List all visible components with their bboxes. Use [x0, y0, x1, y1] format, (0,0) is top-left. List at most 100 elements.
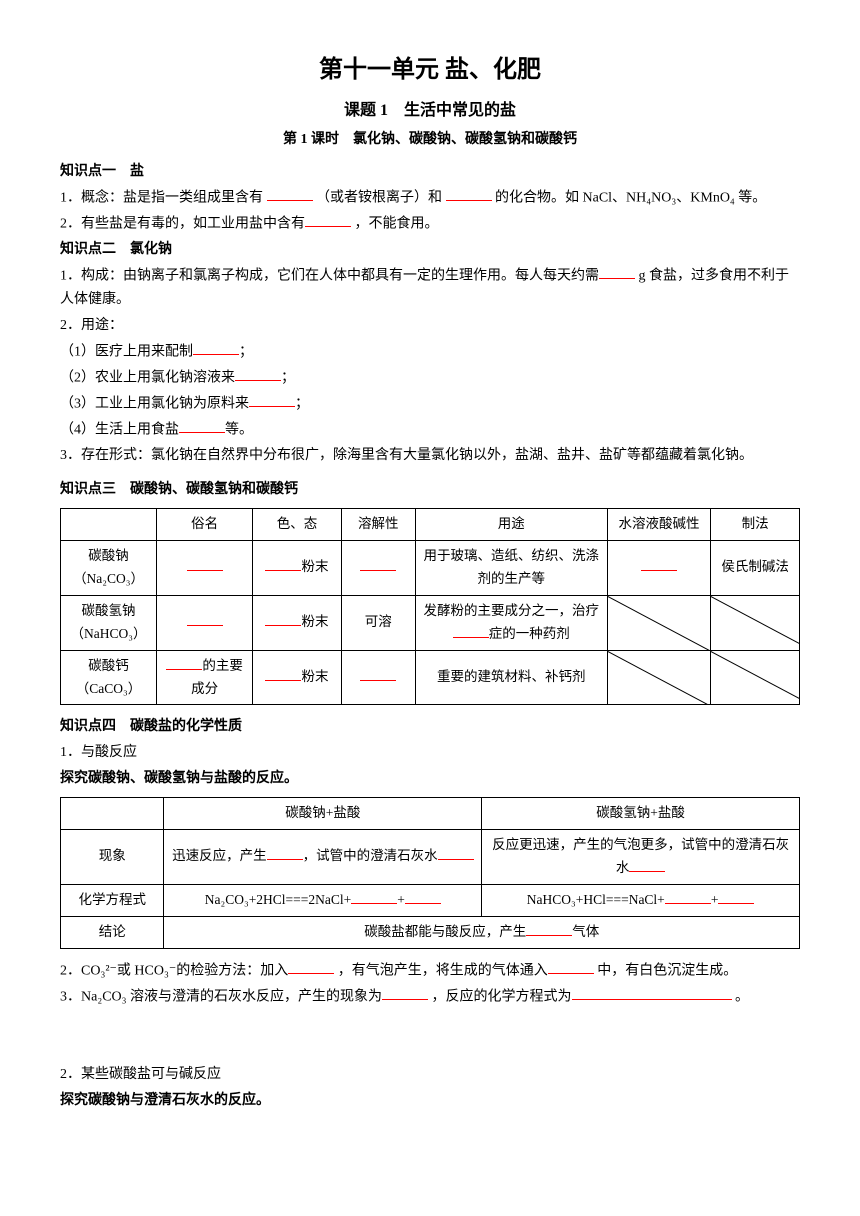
text: +	[711, 892, 719, 907]
kp2-u1: （1）医疗上用来配制 ；	[60, 340, 800, 364]
blank	[382, 985, 428, 1000]
text: 气体	[572, 924, 599, 939]
kp3-table: 俗名 色、态 溶解性 用途 水溶液酸碱性 制法 碳酸钠（Na₂CO₃） 粉末 用…	[60, 508, 800, 706]
text: ；	[281, 370, 295, 385]
blank	[267, 186, 313, 201]
cell-use: 用于玻璃、造纸、纺织、洗涤剂的生产等	[415, 540, 607, 595]
table-row: 碳酸钠+盐酸 碳酸氢钠+盐酸	[61, 797, 800, 829]
row-label: 化学方程式	[61, 884, 164, 916]
blank	[351, 889, 397, 904]
text: 粉末	[301, 614, 328, 629]
kp4-line4: 2．某些碳酸盐可与碱反应	[60, 1063, 800, 1087]
text: 中，有白色沉淀生成。	[597, 963, 737, 978]
blank	[249, 392, 295, 407]
blank	[599, 264, 635, 279]
th: 碳酸氢钠+盐酸	[482, 797, 800, 829]
text: 碳酸盐都能与酸反应，产生	[364, 924, 526, 939]
kp4-line3: 3．Na₂CO₃ 溶液与澄清的石灰水反应，产生的现象为 ，反应的化学方程式为 。	[60, 985, 800, 1009]
text: 症的一种药剂	[489, 626, 570, 641]
kp2-line2: 2．用途：	[60, 314, 800, 338]
cell-name: 碳酸钠（Na₂CO₃）	[61, 540, 157, 595]
cell: 迅速反应，产生 ，试管中的澄清石灰水	[164, 829, 482, 884]
table-row: 现象 迅速反应，产生，试管中的澄清石灰水 反应更迅速，产生的气泡更多，试管中的澄…	[61, 829, 800, 884]
text: 发酵粉的主要成分之一，治疗	[424, 603, 600, 618]
blank	[265, 666, 301, 681]
table-row: 碳酸钙（CaCO₃） 的主要成分 粉末 重要的建筑材料、补钙剂	[61, 650, 800, 705]
text: 2．CO₃²⁻或 HCO₃⁻的检验方法：加入	[60, 963, 288, 978]
text: ，反应的化学方程式为	[432, 989, 572, 1004]
blank	[629, 857, 665, 872]
kp2-u2: （2）农业上用氯化钠溶液来 ；	[60, 366, 800, 390]
text: （4）生活上用食盐	[60, 422, 179, 437]
table-row: 碳酸氢钠（NaHCO₃） 粉末 可溶 发酵粉的主要成分之一，治疗症的一种药剂	[61, 595, 800, 650]
blank	[548, 959, 594, 974]
cell-diag	[607, 595, 710, 650]
kp2-label: 知识点二 氯化钠	[60, 238, 800, 262]
text: 等。	[225, 422, 253, 437]
kp4-line1: 1．与酸反应	[60, 741, 800, 765]
cell-alias	[157, 595, 253, 650]
blank	[526, 921, 572, 936]
kp4-table: 碳酸钠+盐酸 碳酸氢钠+盐酸 现象 迅速反应，产生，试管中的澄清石灰水 反应更迅…	[60, 797, 800, 949]
text: （3）工业上用氯化钠为原料来	[60, 396, 249, 411]
th-sol: 溶解性	[341, 508, 415, 540]
lesson-title: 第 1 课时 氯化钠、碳酸钠、碳酸氢钠和碳酸钙	[60, 128, 800, 152]
blank	[438, 845, 474, 860]
kp4-line2: 2．CO₃²⁻或 HCO₃⁻的检验方法：加入 ，有气泡产生，将生成的气体通入 中…	[60, 959, 800, 983]
text: 3．Na₂CO₃ 溶液与澄清的石灰水反应，产生的现象为	[60, 989, 382, 1004]
blank	[288, 959, 334, 974]
th-method: 制法	[711, 508, 800, 540]
cell-diag	[607, 650, 710, 705]
cell: 碳酸盐都能与酸反应，产生 气体	[164, 916, 800, 948]
cell-use: 发酵粉的主要成分之一，治疗症的一种药剂	[415, 595, 607, 650]
cell: NaHCO₃+HCl===NaCl+ +	[482, 884, 800, 916]
blank	[265, 556, 301, 571]
th	[61, 797, 164, 829]
cell-use: 重要的建筑材料、补钙剂	[415, 650, 607, 705]
text: 1．构成：由钠离子和氯离子构成，它们在人体中都具有一定的生理作用。每人每天约需	[60, 268, 599, 283]
text: ，有气泡产生，将生成的气体通入	[338, 963, 548, 978]
kp4-explore1: 探究碳酸钠、碳酸氢钠与盐酸的反应。	[60, 767, 800, 791]
text: （1）医疗上用来配制	[60, 344, 193, 359]
text: ；	[239, 344, 253, 359]
cell-name: 碳酸氢钠（NaHCO₃）	[61, 595, 157, 650]
blank	[446, 186, 492, 201]
cell-color: 粉末	[253, 540, 342, 595]
text: ，试管中的澄清石灰水	[303, 848, 438, 863]
th-use: 用途	[415, 508, 607, 540]
blank	[572, 985, 732, 1000]
blank	[166, 655, 202, 670]
row-label: 现象	[61, 829, 164, 884]
kp2-u4: （4）生活上用食盐 等。	[60, 418, 800, 442]
cell-color: 粉末	[253, 650, 342, 705]
unit-title: 第十一单元 盐、化肥	[60, 50, 800, 91]
blank	[641, 556, 677, 571]
cell-diag	[711, 595, 800, 650]
blank	[305, 212, 351, 227]
blank	[265, 611, 301, 626]
text: 迅速反应，产生	[172, 848, 267, 863]
kp2-line1: 1．构成：由钠离子和氯离子构成，它们在人体中都具有一定的生理作用。每人每天约需 …	[60, 264, 800, 312]
text: ；	[295, 396, 309, 411]
th-ph: 水溶液酸碱性	[607, 508, 710, 540]
kp1-label: 知识点一 盐	[60, 160, 800, 184]
cell-alias: 的主要成分	[157, 650, 253, 705]
blank	[179, 418, 225, 433]
table-row: 碳酸钠（Na₂CO₃） 粉末 用于玻璃、造纸、纺织、洗涤剂的生产等 侯氏制碱法	[61, 540, 800, 595]
blank	[187, 611, 223, 626]
th-color: 色、态	[253, 508, 342, 540]
blank	[665, 889, 711, 904]
text: ，不能食用。	[355, 216, 439, 231]
blank	[360, 556, 396, 571]
table-row: 结论 碳酸盐都能与酸反应，产生 气体	[61, 916, 800, 948]
cell-color: 粉末	[253, 595, 342, 650]
row-label: 结论	[61, 916, 164, 948]
text: NaHCO₃+HCl===NaCl+	[527, 892, 665, 907]
topic-title: 课题 1 生活中常见的盐	[60, 97, 800, 124]
cell-method: 侯氏制碱法	[711, 540, 800, 595]
cell-alias	[157, 540, 253, 595]
text: （2）农业上用氯化钠溶液来	[60, 370, 235, 385]
kp1-line1: 1．概念：盐是指一类组成里含有 （或者铵根离子）和 的化合物。如 NaCl、NH…	[60, 186, 800, 210]
table-row: 化学方程式 Na₂CO₃+2HCl===2NaCl++ NaHCO₃+HCl==…	[61, 884, 800, 916]
cell-sol: 可溶	[341, 595, 415, 650]
